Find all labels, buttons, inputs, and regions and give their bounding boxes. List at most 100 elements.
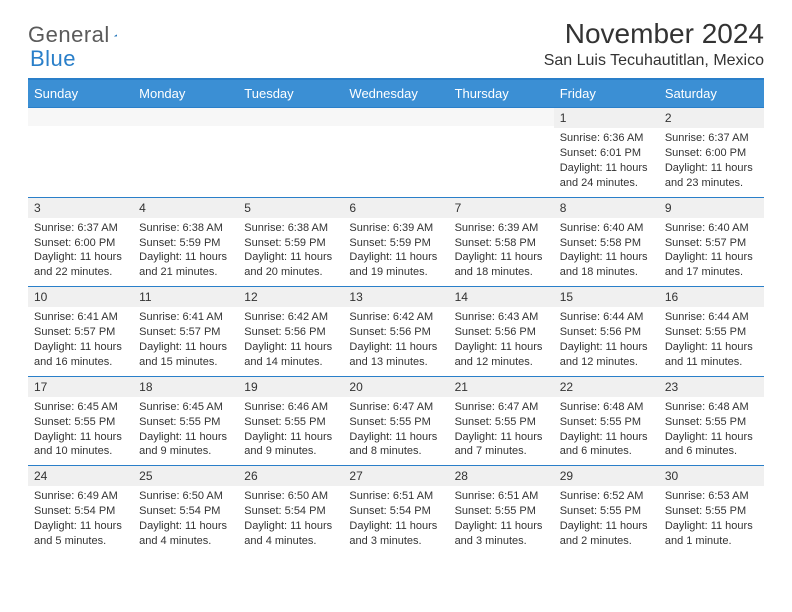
day-cell: 9Sunrise: 6:40 AMSunset: 5:57 PMDaylight… [659, 197, 764, 287]
sunset-text: Sunset: 5:57 PM [139, 325, 232, 340]
day-band-empty [449, 108, 554, 126]
sunset-text: Sunset: 5:58 PM [560, 236, 653, 251]
day-cell: 7 Sunrise: 6:39 AMSunset: 5:58 PMDaylight… [449, 197, 554, 287]
sunrise-text: Sunrise: 6:47 AM [349, 400, 442, 415]
sunset-text: Sunset: 5:59 PM [349, 236, 442, 251]
day-cell [343, 108, 448, 198]
sunset-text: Sunset: 5:57 PM [665, 236, 758, 251]
day-number: 5 [238, 198, 343, 218]
daylight-text: Daylight: 11 hours and 15 minutes. [139, 340, 232, 370]
day-body: Sunrise: 6:40 AMSunset: 5:58 PMDaylight:… [554, 218, 659, 286]
day-number: 11 [133, 287, 238, 307]
location: San Luis Tecuhautitlan, Mexico [544, 52, 764, 70]
day-number: 14 [449, 287, 554, 307]
sunset-text: Sunset: 5:55 PM [665, 504, 758, 519]
day-cell: 20Sunrise: 6:47 AMSunset: 5:55 PMDayligh… [343, 376, 448, 466]
day-number: 20 [343, 377, 448, 397]
daylight-text: Daylight: 11 hours and 8 minutes. [349, 430, 442, 460]
sunrise-text: Sunrise: 6:45 AM [34, 400, 127, 415]
daylight-text: Daylight: 11 hours and 18 minutes. [455, 250, 548, 280]
day-body: Sunrise: 6:45 AMSunset: 5:55 PMDaylight:… [28, 397, 133, 465]
calendar-table: Sunday Monday Tuesday Wednesday Thursday… [28, 78, 764, 555]
sunset-text: Sunset: 5:55 PM [244, 415, 337, 430]
day-number: 21 [449, 377, 554, 397]
sunset-text: Sunset: 5:56 PM [455, 325, 548, 340]
daylight-text: Daylight: 11 hours and 3 minutes. [349, 519, 442, 549]
day-cell: 18Sunrise: 6:45 AMSunset: 5:55 PMDayligh… [133, 376, 238, 466]
dow-tuesday: Tuesday [238, 79, 343, 108]
sunrise-text: Sunrise: 6:51 AM [455, 489, 548, 504]
day-cell: 27Sunrise: 6:51 AMSunset: 5:54 PMDayligh… [343, 466, 448, 555]
day-number: 19 [238, 377, 343, 397]
sunset-text: Sunset: 6:00 PM [34, 236, 127, 251]
day-cell: 23Sunrise: 6:48 AMSunset: 5:55 PMDayligh… [659, 376, 764, 466]
day-number: 7 [449, 198, 554, 218]
day-cell: 11Sunrise: 6:41 AMSunset: 5:57 PMDayligh… [133, 287, 238, 377]
week-row: 10Sunrise: 6:41 AMSunset: 5:57 PMDayligh… [28, 287, 764, 377]
daylight-text: Daylight: 11 hours and 13 minutes. [349, 340, 442, 370]
week-row: 3Sunrise: 6:37 AMSunset: 6:00 PMDaylight… [28, 197, 764, 287]
daylight-text: Daylight: 11 hours and 2 minutes. [560, 519, 653, 549]
dow-friday: Friday [554, 79, 659, 108]
day-number: 16 [659, 287, 764, 307]
sunset-text: Sunset: 5:59 PM [244, 236, 337, 251]
day-band-empty [343, 108, 448, 126]
sunrise-text: Sunrise: 6:39 AM [455, 221, 548, 236]
day-number: 23 [659, 377, 764, 397]
day-cell [133, 108, 238, 198]
daylight-text: Daylight: 11 hours and 20 minutes. [244, 250, 337, 280]
day-body: Sunrise: 6:39 AMSunset: 5:59 PMDaylight:… [343, 218, 448, 286]
sunset-text: Sunset: 5:55 PM [34, 415, 127, 430]
brand-logo: General [28, 18, 138, 48]
day-number: 9 [659, 198, 764, 218]
sunset-text: Sunset: 5:58 PM [455, 236, 548, 251]
sunset-text: Sunset: 5:54 PM [139, 504, 232, 519]
day-cell: 21Sunrise: 6:47 AMSunset: 5:55 PMDayligh… [449, 376, 554, 466]
daylight-text: Daylight: 11 hours and 23 minutes. [665, 161, 758, 191]
daylight-text: Daylight: 11 hours and 18 minutes. [560, 250, 653, 280]
day-body: Sunrise: 6:41 AMSunset: 5:57 PMDaylight:… [133, 307, 238, 375]
day-body: Sunrise: 6:53 AMSunset: 5:55 PMDaylight:… [659, 486, 764, 554]
sunset-text: Sunset: 6:01 PM [560, 146, 653, 161]
day-number: 29 [554, 466, 659, 486]
brand-name-2: Blue [30, 46, 76, 71]
day-number: 12 [238, 287, 343, 307]
sunrise-text: Sunrise: 6:43 AM [455, 310, 548, 325]
day-cell [28, 108, 133, 198]
daylight-text: Daylight: 11 hours and 6 minutes. [665, 430, 758, 460]
day-cell: 6Sunrise: 6:39 AMSunset: 5:59 PMDaylight… [343, 197, 448, 287]
sunrise-text: Sunrise: 6:48 AM [560, 400, 653, 415]
day-body: Sunrise: 6:48 AMSunset: 5:55 PMDaylight:… [659, 397, 764, 465]
sunrise-text: Sunrise: 6:36 AM [560, 131, 653, 146]
day-number: 1 [554, 108, 659, 128]
sunrise-text: Sunrise: 6:45 AM [139, 400, 232, 415]
sunrise-text: Sunrise: 6:37 AM [34, 221, 127, 236]
day-body: Sunrise: 6:42 AMSunset: 5:56 PMDaylight:… [238, 307, 343, 375]
sunrise-text: Sunrise: 6:53 AM [665, 489, 758, 504]
day-cell: 19 Sunrise: 6:46 AMSunset: 5:55 PMDayligh… [238, 376, 343, 466]
daylight-text: Daylight: 11 hours and 21 minutes. [139, 250, 232, 280]
dow-thursday: Thursday [449, 79, 554, 108]
day-number: 10 [28, 287, 133, 307]
day-body: Sunrise: 6:50 AMSunset: 5:54 PMDaylight:… [133, 486, 238, 554]
sunset-text: Sunset: 5:55 PM [455, 415, 548, 430]
sunset-text: Sunset: 5:55 PM [665, 325, 758, 340]
sunset-text: Sunset: 5:54 PM [34, 504, 127, 519]
day-body: Sunrise: 6:48 AMSunset: 5:55 PMDaylight:… [554, 397, 659, 465]
brand-triangle-icon [114, 24, 118, 40]
dow-monday: Monday [133, 79, 238, 108]
month-title: November 2024 [544, 18, 764, 50]
day-number: 4 [133, 198, 238, 218]
daylight-text: Daylight: 11 hours and 9 minutes. [244, 430, 337, 460]
day-cell: 5Sunrise: 6:38 AMSunset: 5:59 PMDaylight… [238, 197, 343, 287]
sunrise-text: Sunrise: 6:46 AM [244, 400, 337, 415]
sunset-text: Sunset: 6:00 PM [665, 146, 758, 161]
day-cell: 12Sunrise: 6:42 AMSunset: 5:56 PMDayligh… [238, 287, 343, 377]
day-body: Sunrise: 6:49 AMSunset: 5:54 PMDaylight:… [28, 486, 133, 554]
day-cell: 14Sunrise: 6:43 AMSunset: 5:56 PMDayligh… [449, 287, 554, 377]
daylight-text: Daylight: 11 hours and 4 minutes. [244, 519, 337, 549]
daylight-text: Daylight: 11 hours and 19 minutes. [349, 250, 442, 280]
sunset-text: Sunset: 5:57 PM [34, 325, 127, 340]
day-number: 25 [133, 466, 238, 486]
day-body: Sunrise: 6:40 AMSunset: 5:57 PMDaylight:… [659, 218, 764, 286]
